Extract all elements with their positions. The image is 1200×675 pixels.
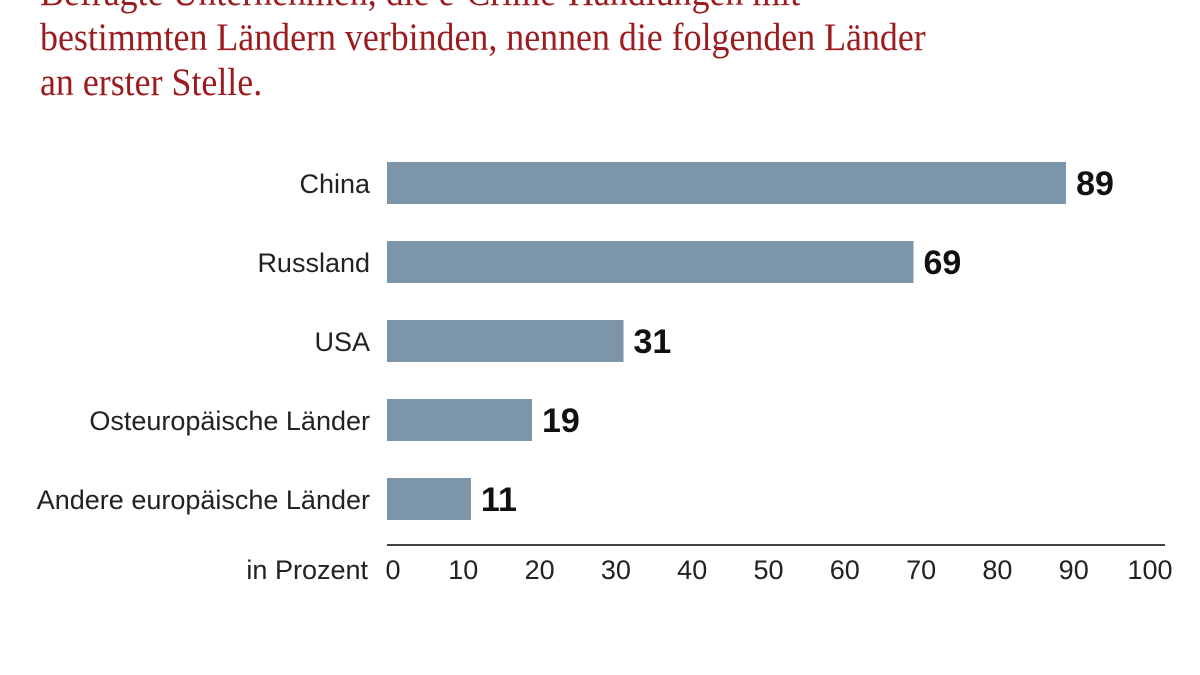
x-tick-label: 30	[601, 555, 631, 585]
x-tick-label: 60	[830, 555, 860, 585]
title-line-1: Befragte Unternehmen, die e-Crime-Handlu…	[40, 0, 1098, 15]
bar	[387, 162, 1067, 204]
category-label: Russland	[257, 248, 370, 278]
title-line-3: an erster Stelle.	[40, 61, 263, 104]
data-label: 89	[1076, 165, 1114, 203]
x-tick-label: 0	[385, 555, 400, 585]
x-tick-label: 70	[906, 555, 936, 585]
chart-title: Befragte Unternehmen, die e-Crime-Handlu…	[40, 0, 1098, 105]
x-tick-label: 40	[677, 555, 707, 585]
x-tick-label: 90	[1059, 555, 1089, 585]
x-tick-label: 20	[525, 555, 555, 585]
category-label: Osteuropäische Länder	[89, 406, 370, 436]
x-tick-label: 10	[448, 555, 478, 585]
category-label: China	[299, 169, 371, 199]
data-label: 11	[481, 481, 517, 519]
bar	[387, 320, 624, 362]
x-tick-label: 50	[753, 555, 783, 585]
category-label: USA	[314, 327, 370, 357]
x-tick-label: 80	[982, 555, 1012, 585]
bar	[387, 478, 471, 520]
bar	[387, 241, 914, 283]
bar	[387, 399, 532, 441]
title-line-2: bestimmten Ländern verbinden, nennen die…	[40, 16, 926, 59]
data-label: 31	[634, 323, 672, 361]
data-label: 19	[542, 402, 580, 440]
data-label: 69	[923, 244, 961, 282]
category-label: Andere europäische Länder	[37, 485, 370, 515]
x-axis-label: in Prozent	[246, 555, 368, 585]
x-tick-label: 100	[1127, 555, 1172, 585]
